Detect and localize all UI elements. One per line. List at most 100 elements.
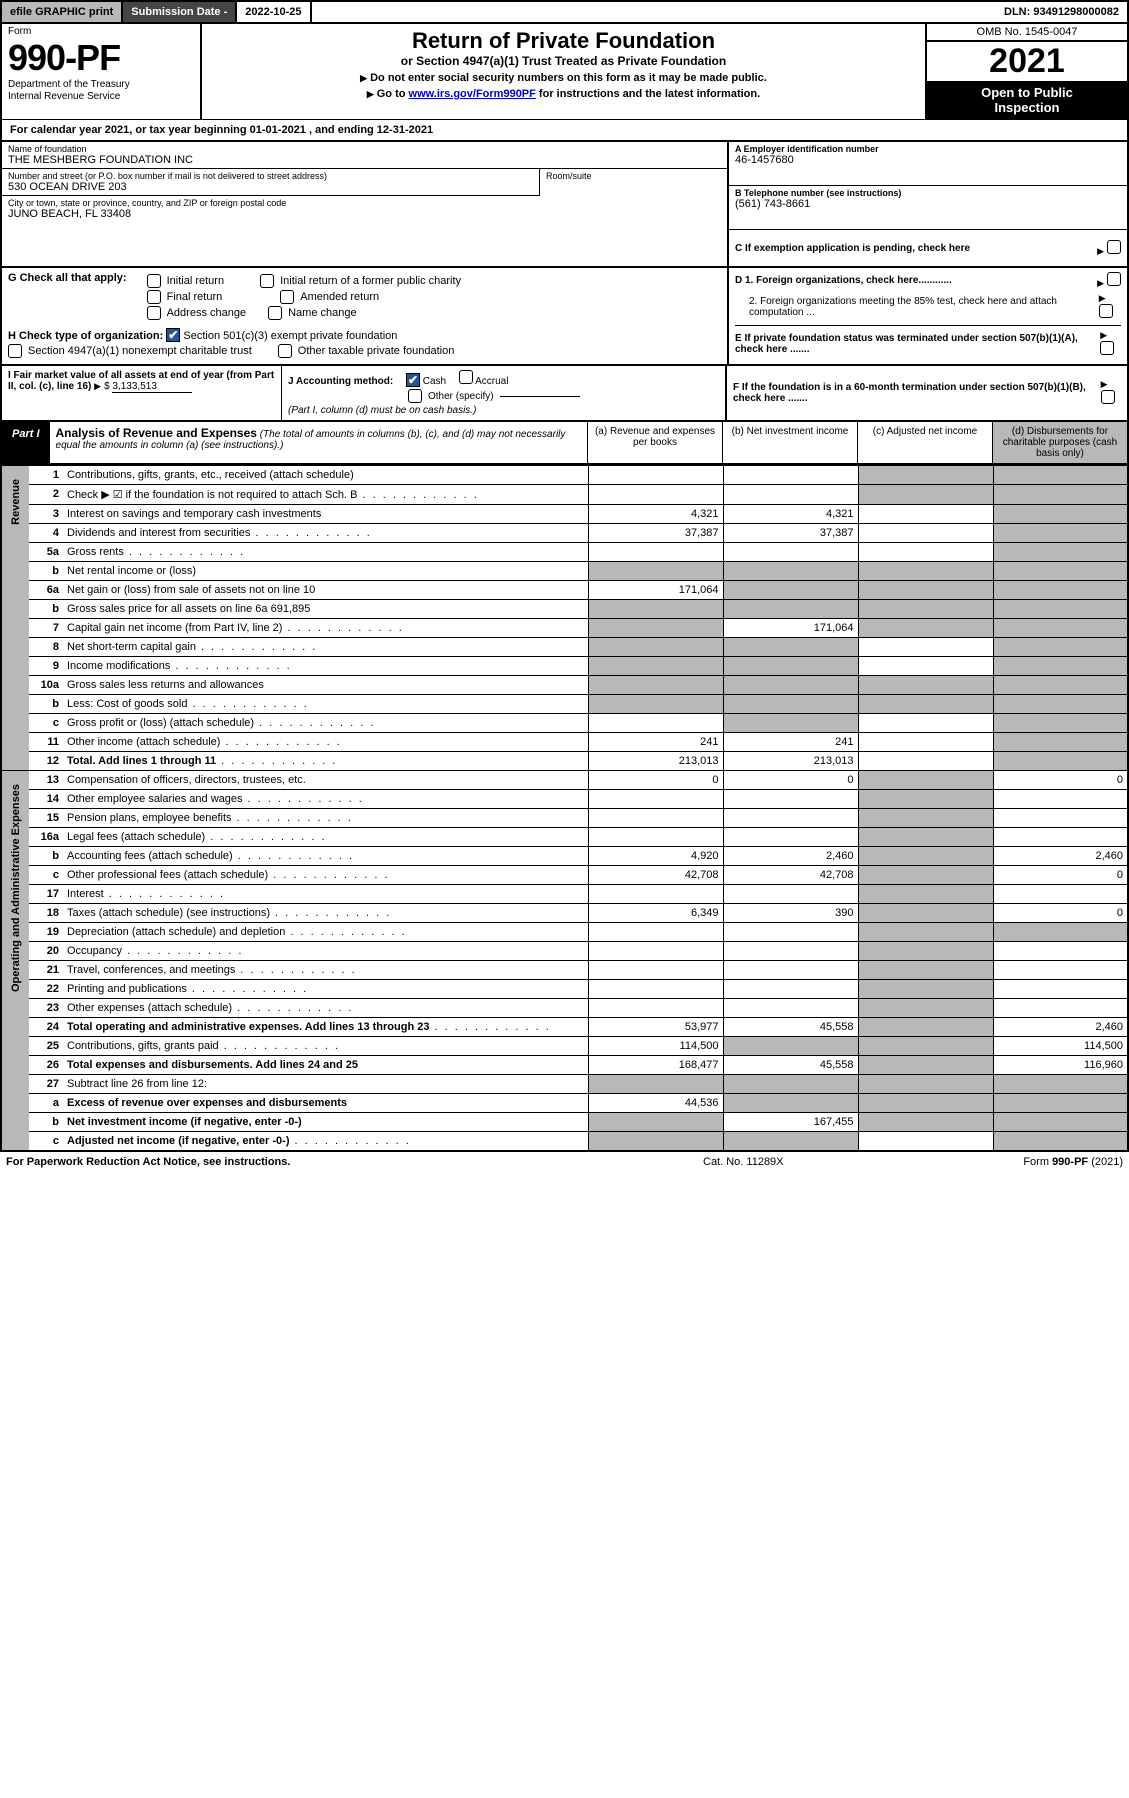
line-value-col-c [858, 980, 993, 999]
line-value-col-dd [993, 638, 1128, 657]
address: 530 OCEAN DRIVE 203 [8, 181, 533, 193]
line-description: Subtract line 26 from line 12: [63, 1075, 588, 1094]
line-value-col-c [858, 1094, 993, 1113]
calendar-year: For calendar year 2021, or tax year begi… [0, 119, 1129, 142]
line-value-col-b: 241 [723, 733, 858, 752]
line-value-col-dd [993, 942, 1128, 961]
efile-label[interactable]: efile GRAPHIC print [2, 2, 123, 22]
line-number: c [29, 714, 63, 733]
g-name-checkbox[interactable] [268, 306, 282, 320]
table-row: 25Contributions, gifts, grants paid114,5… [1, 1037, 1128, 1056]
expenses-section-label: Operating and Administrative Expenses [1, 771, 29, 1152]
line-number: 18 [29, 904, 63, 923]
line-value-col-c [858, 904, 993, 923]
line-description: Capital gain net income (from Part IV, l… [63, 619, 588, 638]
h-4947-checkbox[interactable] [8, 344, 22, 358]
line-value-col-a [588, 695, 723, 714]
line-number: 12 [29, 752, 63, 771]
line-value-col-c [858, 466, 993, 485]
line-value-col-b [723, 1037, 858, 1056]
line-value-col-b [723, 885, 858, 904]
form-title: Return of Private Foundation [210, 28, 917, 54]
i-value: 3,133,513 [112, 381, 192, 393]
h-501c3-checkbox[interactable]: ✔ [166, 328, 180, 342]
line-value-col-a: 114,500 [588, 1037, 723, 1056]
line-number: 20 [29, 942, 63, 961]
part1-title: Analysis of Revenue and Expenses [56, 426, 257, 440]
line-description: Other professional fees (attach schedule… [63, 866, 588, 885]
line-number: 8 [29, 638, 63, 657]
table-row: bNet rental income or (loss) [1, 562, 1128, 581]
line-value-col-b: 171,064 [723, 619, 858, 638]
d2-checkbox[interactable] [1099, 304, 1113, 318]
line-value-col-a: 42,708 [588, 866, 723, 885]
line-value-col-b [723, 600, 858, 619]
line-value-col-a: 241 [588, 733, 723, 752]
g-address-checkbox[interactable] [147, 306, 161, 320]
table-row: 14Other employee salaries and wages [1, 790, 1128, 809]
g-final-checkbox[interactable] [147, 290, 161, 304]
irs-link[interactable]: www.irs.gov/Form990PF [409, 88, 536, 100]
g-initial-former-checkbox[interactable] [260, 274, 274, 288]
j-accrual-checkbox[interactable] [459, 370, 473, 384]
line-number: 9 [29, 657, 63, 676]
line-value-col-c [858, 999, 993, 1018]
footer: For Paperwork Reduction Act Notice, see … [0, 1152, 1129, 1172]
line-value-col-b [723, 695, 858, 714]
line-value-col-dd [993, 1075, 1128, 1094]
line-value-col-b: 167,455 [723, 1113, 858, 1132]
line-value-col-c [858, 809, 993, 828]
g-amended-checkbox[interactable] [280, 290, 294, 304]
line-value-col-dd [993, 961, 1128, 980]
line-value-col-a [588, 657, 723, 676]
line-value-col-dd: 114,500 [993, 1037, 1128, 1056]
line-value-col-dd [993, 581, 1128, 600]
line-value-col-dd [993, 980, 1128, 999]
form-number: 990-PF [8, 37, 194, 79]
e-checkbox[interactable] [1100, 341, 1114, 355]
f-checkbox[interactable] [1101, 390, 1115, 404]
table-row: 2Check ▶ ☑ if the foundation is not requ… [1, 485, 1128, 505]
line-value-col-dd: 0 [993, 771, 1128, 790]
line-value-col-c [858, 771, 993, 790]
line-value-col-c [858, 562, 993, 581]
line-number: 2 [29, 485, 63, 505]
d1-checkbox[interactable] [1107, 272, 1121, 286]
line-description: Less: Cost of goods sold [63, 695, 588, 714]
line-value-col-c [858, 581, 993, 600]
line-value-col-b: 45,558 [723, 1056, 858, 1075]
table-row: 20Occupancy [1, 942, 1128, 961]
line-value-col-a: 0 [588, 771, 723, 790]
line-value-col-dd [993, 466, 1128, 485]
form-subtitle: or Section 4947(a)(1) Trust Treated as P… [210, 54, 917, 68]
table-row: bAccounting fees (attach schedule)4,9202… [1, 847, 1128, 866]
tax-year: 2021 [927, 42, 1127, 81]
line-value-col-dd [993, 809, 1128, 828]
line-value-col-dd [993, 733, 1128, 752]
line-value-col-b: 42,708 [723, 866, 858, 885]
line-value-col-dd [993, 657, 1128, 676]
line-description: Contributions, gifts, grants paid [63, 1037, 588, 1056]
line-value-col-dd [993, 619, 1128, 638]
line-value-col-c [858, 638, 993, 657]
d1-label: D 1. Foreign organizations, check here..… [735, 275, 952, 286]
line-value-col-b: 2,460 [723, 847, 858, 866]
line-value-col-dd [993, 676, 1128, 695]
j-other-checkbox[interactable] [408, 389, 422, 403]
table-row: cGross profit or (loss) (attach schedule… [1, 714, 1128, 733]
line-value-col-b [723, 923, 858, 942]
g-initial-checkbox[interactable] [147, 274, 161, 288]
h-other-checkbox[interactable] [278, 344, 292, 358]
line-value-col-b [723, 562, 858, 581]
line-value-col-dd [993, 543, 1128, 562]
line-value-col-dd [993, 505, 1128, 524]
phone: (561) 743-8661 [735, 198, 1121, 210]
line-value-col-a [588, 543, 723, 562]
line-value-col-b [723, 942, 858, 961]
line-value-col-a [588, 961, 723, 980]
j-cash-checkbox[interactable]: ✔ [406, 373, 420, 387]
line-description: Net gain or (loss) from sale of assets n… [63, 581, 588, 600]
part1-label: Part I [2, 422, 50, 463]
line-number: b [29, 562, 63, 581]
c-checkbox[interactable] [1107, 240, 1121, 254]
